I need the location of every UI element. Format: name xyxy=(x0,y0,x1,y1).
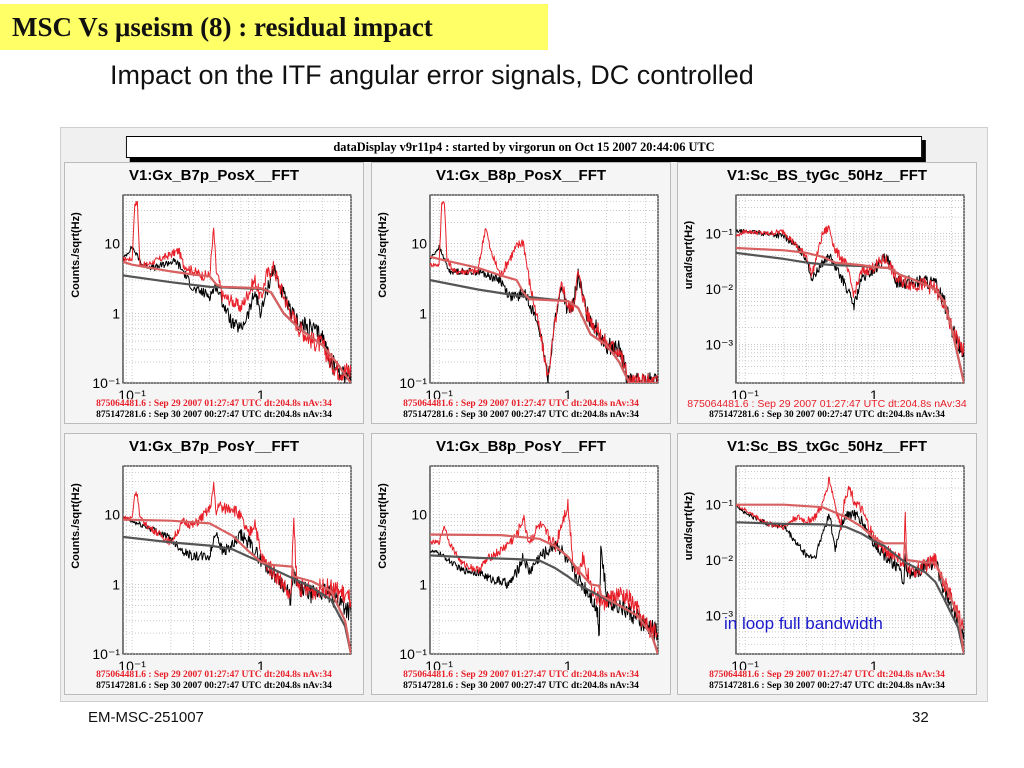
grid xyxy=(736,194,965,384)
y-tick-label: 10⁻¹ xyxy=(705,226,733,242)
y-tick-label: 1 xyxy=(419,305,427,321)
chart-title: V1:Gx_B8p_PosX__FFT xyxy=(435,167,607,184)
timestamp-red: 875064481.6 : Sep 29 2007 01:27:47 UTC d… xyxy=(96,670,332,680)
x-tick-label: 10⁻¹ xyxy=(425,387,453,399)
fft-plot: 10⁻¹ 1 10⁻³ 10⁻² 10⁻¹ urad/sqrt(Hz) xyxy=(683,194,965,399)
grid xyxy=(430,194,659,384)
footer-label: EM-MSC-251007 xyxy=(88,709,204,726)
x-tick-label: 10⁻¹ xyxy=(118,658,146,670)
page-number: 32 xyxy=(912,709,929,726)
x-tick-label: 10⁻¹ xyxy=(731,658,759,670)
y-axis-label: Counts./sqrt(Hz) xyxy=(70,212,82,298)
chart-title: V1:Gx_B8p_PosY__FFT xyxy=(435,438,607,455)
fft-panel: V1:Sc_BS_txGc_50Hz__FFT 10⁻¹ 1 10⁻³ 10⁻² 10⁻¹… xyxy=(677,433,977,695)
slide-title: MSC Vs μseism (8) : residual impact xyxy=(0,4,548,50)
fft-plot: 10⁻¹ 1 10⁻¹ 1 10 Counts./sqrt(Hz) xyxy=(70,194,352,399)
chart-annotation: in loop full bandwidth xyxy=(724,614,883,633)
timestamp-red: 875064481.6 : Sep 29 2007 01:27:47 UTC d… xyxy=(709,670,945,680)
y-tick-label: 1 xyxy=(419,576,427,592)
fft-panel: V1:Gx_B7p_PosY__FFT 10⁻¹ 1 10⁻¹ 1 10 Counts./s… xyxy=(64,433,364,695)
series-line-reference-red xyxy=(123,260,351,383)
chart-title: V1:Gx_B7p_PosX__FFT xyxy=(128,167,300,184)
fft-panel: V1:Sc_BS_tyGc_50Hz__FFT 10⁻¹ 1 10⁻³ 10⁻² 10⁻¹… xyxy=(677,162,977,424)
y-tick-label: 10⁻¹ xyxy=(705,497,733,513)
fft-panel: V1:Gx_B8p_PosY__FFT 10⁻¹ 1 10⁻¹ 1 10 Counts./s… xyxy=(371,433,671,695)
y-tick-label: 10 xyxy=(411,507,427,523)
chart-title: V1:Sc_BS_tyGc_50Hz__FFT xyxy=(726,167,928,184)
y-tick-label: 10 xyxy=(104,507,120,523)
x-tick-label: 1 xyxy=(257,658,265,670)
y-tick-label: 10 xyxy=(104,236,120,252)
y-axis-label: Counts./sqrt(Hz) xyxy=(377,483,389,569)
timestamp-black: 875147281.6 : Sep 30 2007 00:27:47 UTC d… xyxy=(709,410,945,420)
y-tick-label: 10⁻³ xyxy=(705,336,733,352)
x-tick-label: 1 xyxy=(870,658,878,670)
series-line-black xyxy=(736,229,964,358)
y-tick-label: 10⁻¹ xyxy=(399,646,427,662)
fft-plot: 10⁻¹ 1 10⁻¹ 1 10 Counts./sqrt(Hz) xyxy=(70,465,352,670)
x-tick-label: 1 xyxy=(564,387,572,399)
plot-area xyxy=(429,465,659,655)
series-line-black xyxy=(123,245,351,383)
fft-plot: 10⁻¹ 1 10⁻¹ 1 10 Counts./sqrt(Hz) xyxy=(377,194,659,399)
chart-title: V1:Gx_B7p_PosY__FFT xyxy=(128,438,300,455)
y-tick-label: 10⁻¹ xyxy=(399,375,427,391)
y-axis-label: Counts./sqrt(Hz) xyxy=(377,212,389,298)
y-tick-label: 1 xyxy=(112,305,120,321)
series-line-reference-red xyxy=(736,246,964,383)
x-tick-label: 1 xyxy=(564,658,572,670)
series-line-reference-gray xyxy=(736,521,964,654)
series-line-reference-red xyxy=(736,503,964,654)
x-tick-label: 1 xyxy=(257,387,265,399)
timestamp-black: 875147281.6 : Sep 30 2007 00:27:47 UTC d… xyxy=(709,681,945,691)
timestamp-red: 875064481.6 : Sep 29 2007 01:27:47 UTC d… xyxy=(403,670,639,680)
data-display-banner: dataDisplay v9r11p4 : started by virgoru… xyxy=(125,136,923,158)
series-line-reference-gray xyxy=(123,535,351,654)
y-tick-label: 1 xyxy=(112,576,120,592)
y-tick-label: 10⁻¹ xyxy=(92,646,120,662)
y-axis-label: urad/sqrt(Hz) xyxy=(683,220,695,289)
chart-title: V1:Sc_BS_txGc_50Hz__FFT xyxy=(726,438,928,455)
series-line-red xyxy=(430,201,658,383)
y-tick-label: 10⁻¹ xyxy=(92,375,120,391)
series-line-red xyxy=(736,225,964,357)
series-line-black xyxy=(430,540,658,641)
fft-panel: V1:Gx_B7p_PosX__FFT 10⁻¹ 1 10⁻¹ 1 10 Counts./s… xyxy=(64,162,364,424)
series-line-red xyxy=(430,498,658,639)
series-line-reference-red xyxy=(430,255,658,383)
fft-panel: V1:Gx_B8p_PosX__FFT 10⁻¹ 1 10⁻¹ 1 10 Counts./s… xyxy=(371,162,671,424)
series-line-reference-red xyxy=(123,518,351,654)
series-line-reference-red xyxy=(430,533,658,654)
x-tick-label: 1 xyxy=(870,387,878,399)
fft-plot: 10⁻¹ 1 10⁻¹ 1 10 Counts./sqrt(Hz) xyxy=(377,465,659,670)
y-tick-label: 10⁻² xyxy=(705,552,733,568)
slide-subtitle: Impact on the ITF angular error signals,… xyxy=(110,60,754,90)
timestamp-black: 875147281.6 : Sep 30 2007 00:27:47 UTC d… xyxy=(403,681,639,691)
timestamp-black: 875147281.6 : Sep 30 2007 00:27:47 UTC d… xyxy=(96,410,332,420)
x-tick-label: 10⁻¹ xyxy=(118,387,146,399)
timestamp-red: 875064481.6 : Sep 29 2007 01:27:47 UTC d… xyxy=(687,398,967,410)
timestamp-black: 875147281.6 : Sep 30 2007 00:27:47 UTC d… xyxy=(96,681,332,691)
y-tick-label: 10⁻² xyxy=(705,281,733,297)
timestamp-black: 875147281.6 : Sep 30 2007 00:27:47 UTC d… xyxy=(403,410,639,420)
fft-plot: 10⁻¹ 1 10⁻³ 10⁻² 10⁻¹ urad/sqrt(Hz) xyxy=(683,465,965,670)
y-axis-label: urad/sqrt(Hz) xyxy=(683,491,695,560)
x-tick-label: 10⁻¹ xyxy=(425,658,453,670)
series-line-red xyxy=(123,200,351,381)
data-display-window: dataDisplay v9r11p4 : started by virgoru… xyxy=(60,127,988,702)
series-line-red xyxy=(123,481,351,608)
timestamp-red: 875064481.6 : Sep 29 2007 01:27:47 UTC d… xyxy=(96,399,332,409)
y-axis-label: Counts./sqrt(Hz) xyxy=(70,483,82,569)
plot-area xyxy=(122,465,352,655)
x-tick-label: 10⁻¹ xyxy=(731,387,759,399)
y-tick-label: 10 xyxy=(411,236,427,252)
timestamp-red: 875064481.6 : Sep 29 2007 01:27:47 UTC d… xyxy=(403,399,639,409)
grid xyxy=(736,465,965,655)
y-tick-label: 10⁻³ xyxy=(705,607,733,623)
